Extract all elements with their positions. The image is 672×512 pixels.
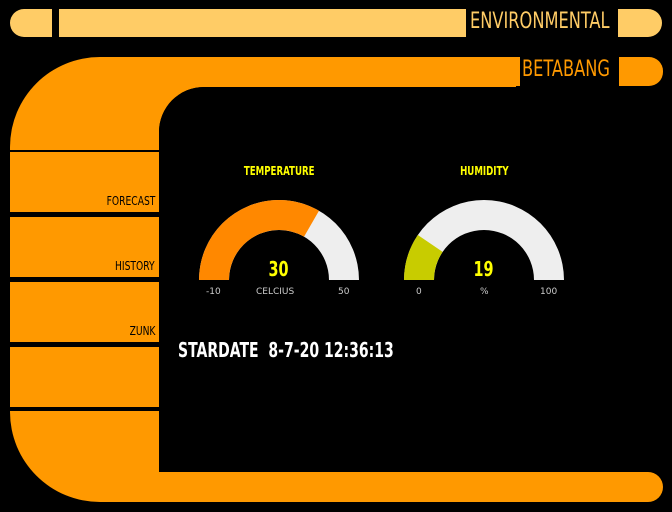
humidity-max-label: 100 bbox=[540, 287, 558, 297]
temperature-gauge-fill bbox=[199, 200, 319, 280]
sidebar-item-empty[interactable] bbox=[10, 347, 159, 407]
stardate-value: 8-7-20 12:36:13 bbox=[268, 338, 394, 362]
section-title: BETABANG bbox=[522, 57, 610, 82]
frame-top-right-cap bbox=[619, 57, 663, 86]
temperature-gauge bbox=[199, 200, 359, 280]
frame-top-connector bbox=[516, 57, 520, 86]
stardate-readout: STARDATE 8-7-20 12:36:13 bbox=[178, 338, 394, 362]
sidebar-item-forecast[interactable]: FORECAST bbox=[10, 152, 159, 212]
sidebar-item-label: HISTORY bbox=[115, 259, 155, 273]
sidebar-item-history[interactable]: HISTORY bbox=[10, 217, 159, 277]
frame-bottom-bar bbox=[159, 472, 663, 502]
stardate-label: STARDATE bbox=[178, 338, 259, 362]
temperature-unit: CELCIUS bbox=[256, 287, 295, 297]
sidebar-item-label: FORECAST bbox=[106, 194, 155, 208]
page-title: ENVIRONMENTAL bbox=[470, 9, 610, 34]
temperature-max-label: 50 bbox=[338, 287, 350, 297]
frame-bottom-elbow bbox=[10, 411, 159, 502]
frame-bottom-inner-corner bbox=[159, 411, 219, 472]
humidity-gauge-fill bbox=[404, 235, 443, 280]
humidity-value: 19 bbox=[473, 257, 495, 281]
humidity-min-label: 0 bbox=[416, 287, 422, 297]
sidebar-item-zunk[interactable]: ZUNK bbox=[10, 282, 159, 342]
humidity-gauge-title: HUMIDITY bbox=[459, 164, 509, 178]
temperature-value: 30 bbox=[268, 257, 290, 281]
humidity-gauge bbox=[404, 200, 564, 280]
humidity-gauge-track bbox=[404, 200, 564, 280]
temperature-min-label: -10 bbox=[206, 287, 221, 297]
content-top-mask bbox=[159, 87, 519, 150]
header-bar bbox=[59, 9, 466, 37]
header-right-cap bbox=[618, 9, 662, 37]
temperature-gauge-title: TEMPERATURE bbox=[243, 164, 315, 178]
header-left-cap bbox=[10, 9, 52, 37]
humidity-unit: % bbox=[480, 287, 489, 297]
sidebar-item-label: ZUNK bbox=[129, 324, 155, 338]
